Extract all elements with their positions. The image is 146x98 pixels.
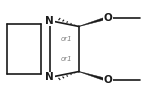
Text: or1: or1 (61, 36, 72, 42)
Polygon shape (79, 16, 109, 27)
Text: or1: or1 (61, 56, 72, 62)
Text: N: N (45, 72, 54, 82)
Text: O: O (104, 75, 112, 85)
Polygon shape (79, 71, 109, 82)
Text: O: O (104, 13, 112, 23)
Text: N: N (45, 16, 54, 26)
